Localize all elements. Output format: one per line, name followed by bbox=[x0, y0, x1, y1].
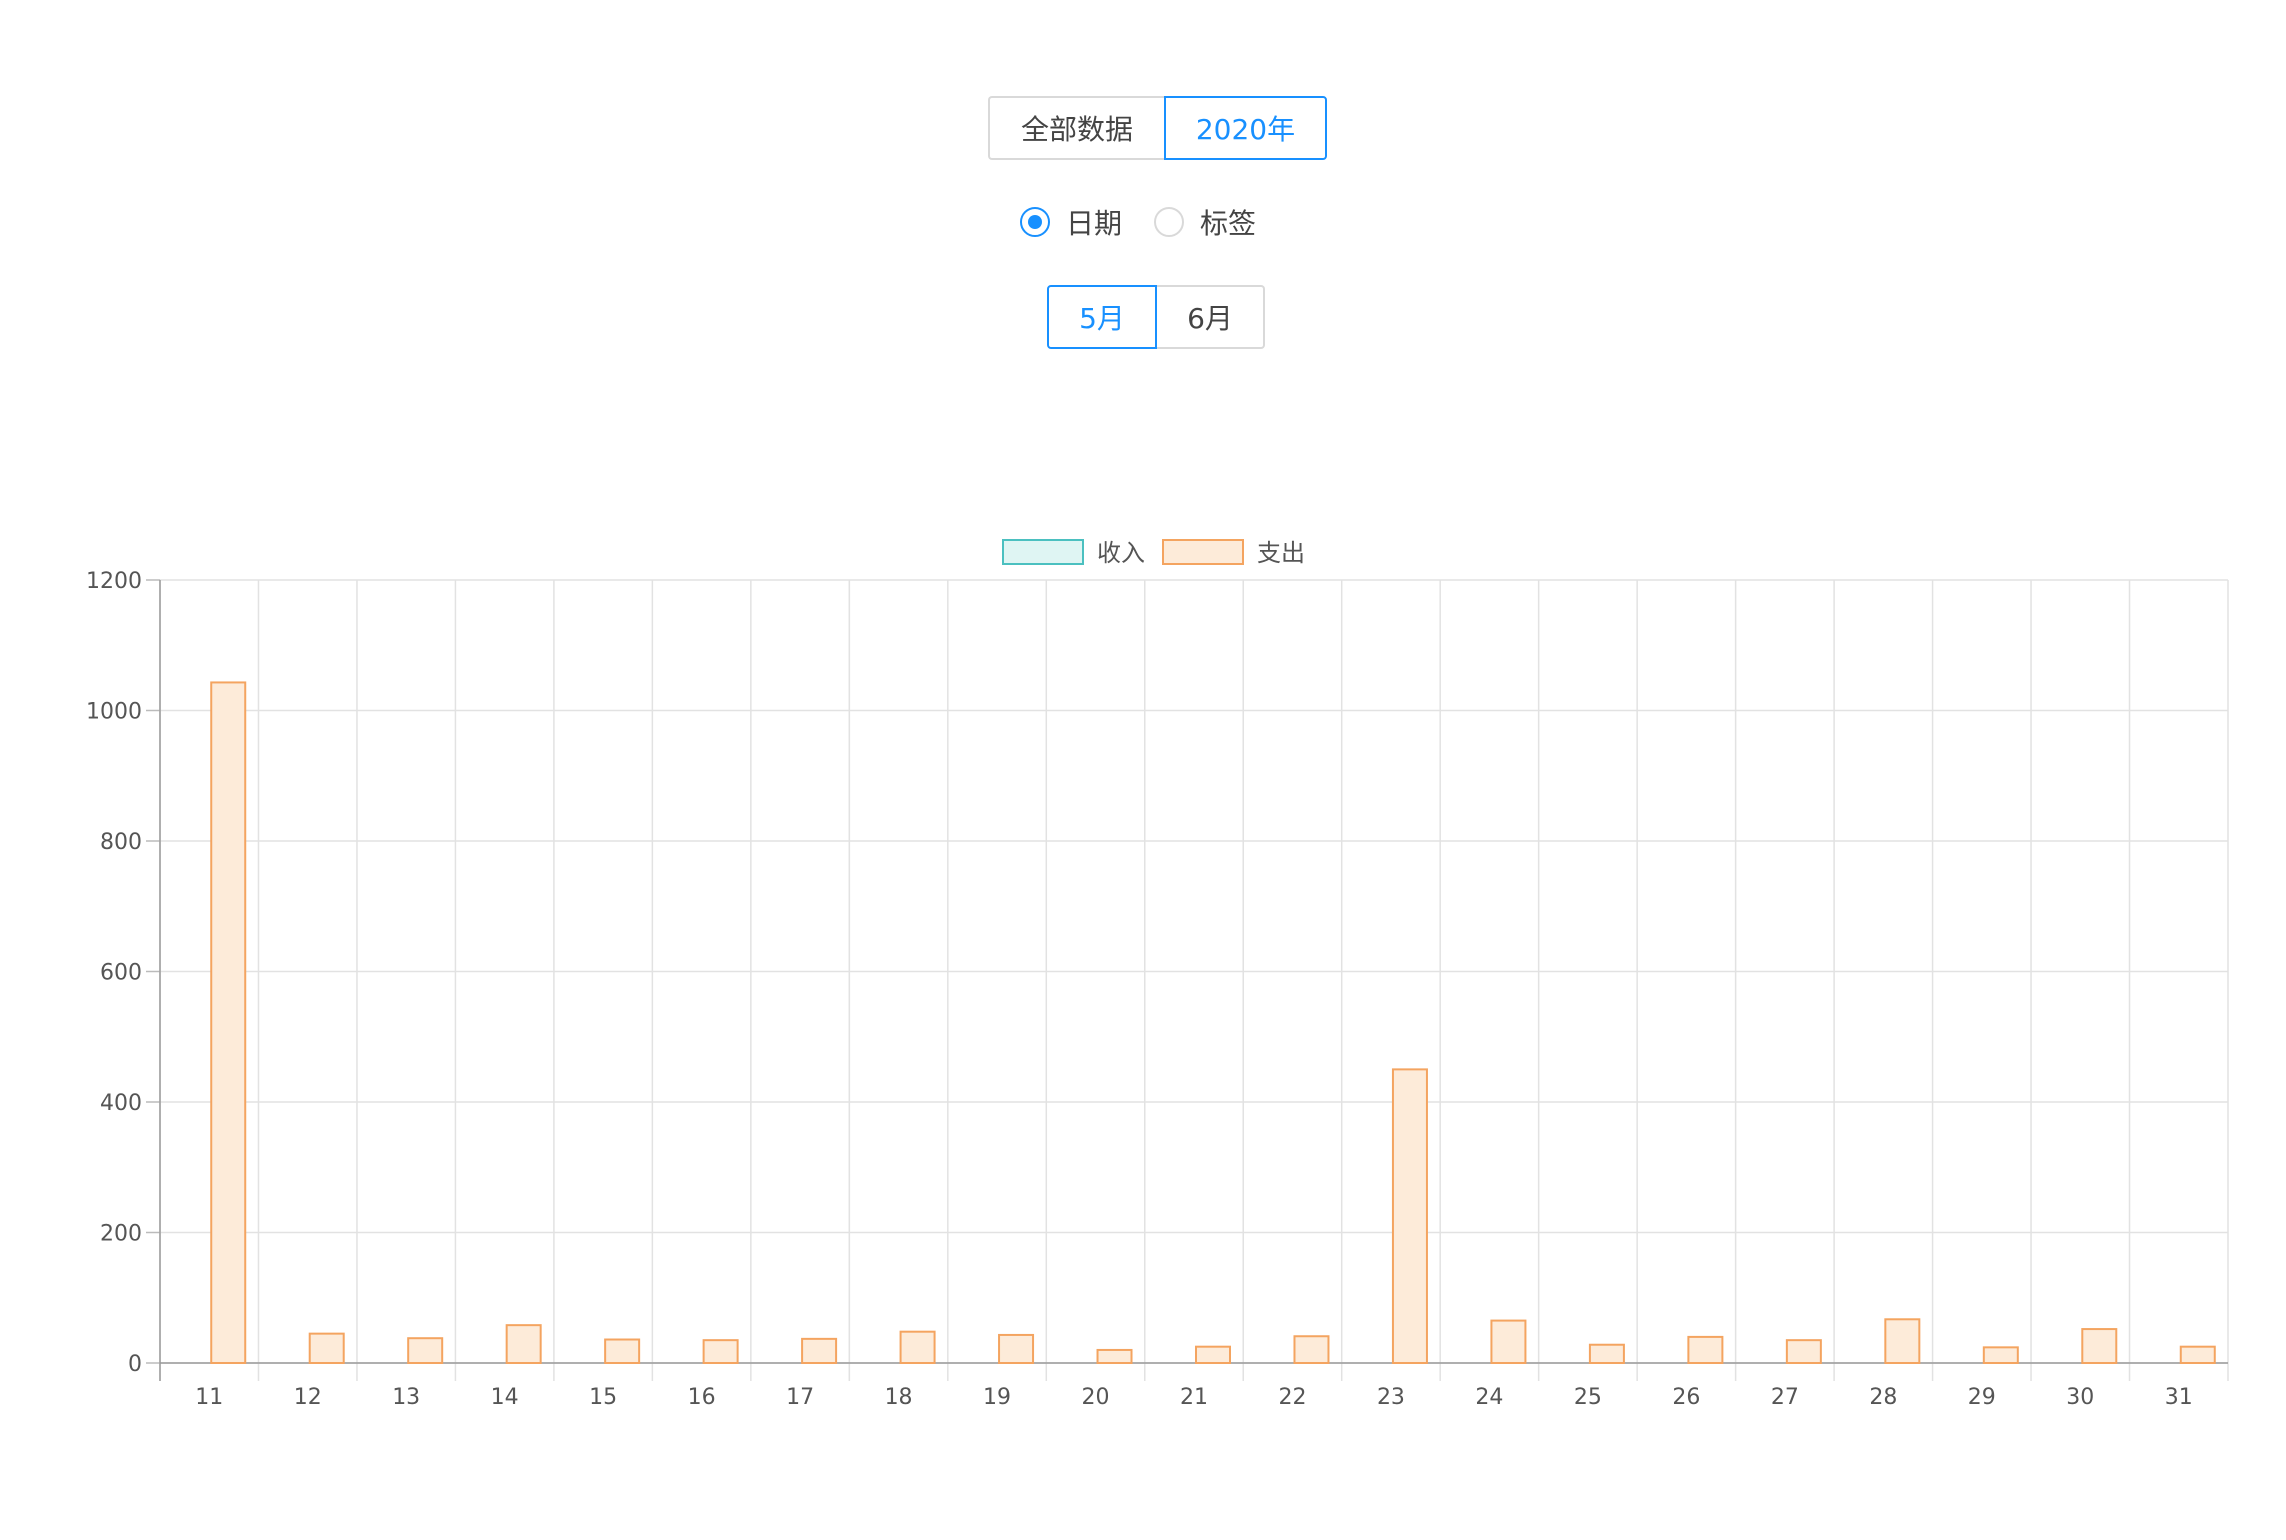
expense-bar bbox=[801, 1337, 838, 1365]
expense-bar bbox=[899, 1330, 936, 1365]
x-tick-label: 26 bbox=[1672, 1385, 1700, 1410]
radio-unchecked-icon[interactable] bbox=[1154, 207, 1185, 237]
expense-bar bbox=[702, 1339, 739, 1364]
x-tick-label: 21 bbox=[1180, 1385, 1208, 1410]
expense-bar bbox=[1785, 1339, 1822, 1364]
expense-bar bbox=[1982, 1346, 2019, 1364]
expense-bar bbox=[210, 681, 247, 1364]
expense-bar bbox=[308, 1332, 345, 1364]
x-tick-label: 24 bbox=[1475, 1385, 1503, 1410]
legend-expense-label: 支出 bbox=[1257, 539, 1305, 567]
x-tick-label: 17 bbox=[786, 1385, 814, 1410]
expense-bar bbox=[1391, 1068, 1428, 1364]
x-tick-label: 12 bbox=[294, 1385, 322, 1410]
expense-bar bbox=[1687, 1335, 1724, 1365]
y-tick-label: 200 bbox=[100, 1222, 142, 1247]
month-toggle: 5月 6月 bbox=[1047, 285, 1265, 349]
tab-year-2020[interactable]: 2020年 bbox=[1164, 96, 1327, 160]
expense-bar bbox=[998, 1333, 1035, 1365]
x-tick-label: 15 bbox=[589, 1385, 617, 1410]
tab-month-june[interactable]: 6月 bbox=[1157, 285, 1265, 349]
tab-month-may[interactable]: 5月 bbox=[1047, 285, 1157, 349]
x-tick-label: 14 bbox=[491, 1385, 519, 1410]
y-tick-label: 800 bbox=[100, 830, 142, 855]
y-tick-label: 1000 bbox=[86, 700, 142, 725]
x-tick-label: 19 bbox=[983, 1385, 1011, 1410]
x-tick-label: 31 bbox=[2165, 1385, 2193, 1410]
expense-bar bbox=[1490, 1319, 1527, 1365]
expense-bar bbox=[1195, 1345, 1231, 1364]
radio-by-date[interactable]: 日期 bbox=[1020, 202, 1122, 242]
radio-checked-icon[interactable] bbox=[1020, 207, 1050, 237]
scope-toggle: 全部数据 2020年 bbox=[988, 96, 1327, 160]
x-tick-label: 29 bbox=[1968, 1385, 1996, 1410]
x-tick-label: 16 bbox=[688, 1385, 716, 1410]
y-tick-label: 600 bbox=[100, 961, 142, 986]
legend-income-swatch bbox=[1002, 539, 1084, 565]
radio-label-tag: 标签 bbox=[1200, 207, 1257, 240]
x-tick-label: 30 bbox=[2066, 1385, 2094, 1410]
radio-label-date: 日期 bbox=[1066, 207, 1123, 240]
x-tick-label: 22 bbox=[1278, 1385, 1306, 1410]
x-tick-label: 28 bbox=[1869, 1385, 1897, 1410]
expense-bar bbox=[1293, 1335, 1330, 1365]
x-tick-label: 27 bbox=[1771, 1385, 1799, 1410]
expense-bar bbox=[505, 1324, 542, 1365]
expense-bar bbox=[1096, 1348, 1133, 1364]
x-tick-label: 25 bbox=[1574, 1385, 1602, 1410]
legend-income-label: 收入 bbox=[1097, 539, 1145, 567]
y-tick-label: 1200 bbox=[86, 569, 142, 594]
y-tick-label: 0 bbox=[128, 1352, 142, 1377]
x-tick-label: 18 bbox=[885, 1385, 913, 1410]
y-tick-label: 400 bbox=[100, 1091, 142, 1116]
group-by-radio-group: 日期 标签 bbox=[1020, 202, 1288, 242]
legend-expense-swatch bbox=[1162, 539, 1244, 565]
expense-bar bbox=[2179, 1345, 2216, 1364]
expense-bar bbox=[604, 1338, 641, 1365]
expense-bar bbox=[407, 1337, 444, 1364]
x-tick-label: 23 bbox=[1377, 1385, 1405, 1410]
x-tick-label: 11 bbox=[195, 1385, 223, 1410]
radio-by-tag[interactable]: 标签 bbox=[1154, 202, 1256, 242]
expense-bar bbox=[1588, 1343, 1625, 1364]
x-tick-label: 13 bbox=[392, 1385, 420, 1410]
tab-all-data[interactable]: 全部数据 bbox=[988, 96, 1164, 160]
expense-bar bbox=[1884, 1318, 1921, 1364]
x-tick-label: 20 bbox=[1082, 1385, 1110, 1410]
expense-bar bbox=[2081, 1328, 2118, 1364]
